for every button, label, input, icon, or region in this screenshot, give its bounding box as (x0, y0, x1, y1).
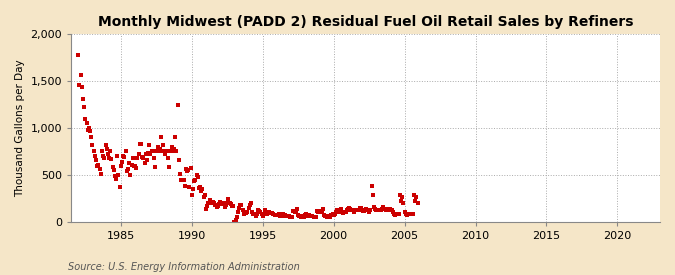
Title: Monthly Midwest (PADD 2) Residual Fuel Oil Retail Sales by Refiners: Monthly Midwest (PADD 2) Residual Fuel O… (98, 15, 633, 29)
Text: Source: U.S. Energy Information Administration: Source: U.S. Energy Information Administ… (68, 262, 299, 272)
Y-axis label: Thousand Gallons per Day: Thousand Gallons per Day (15, 59, 25, 197)
